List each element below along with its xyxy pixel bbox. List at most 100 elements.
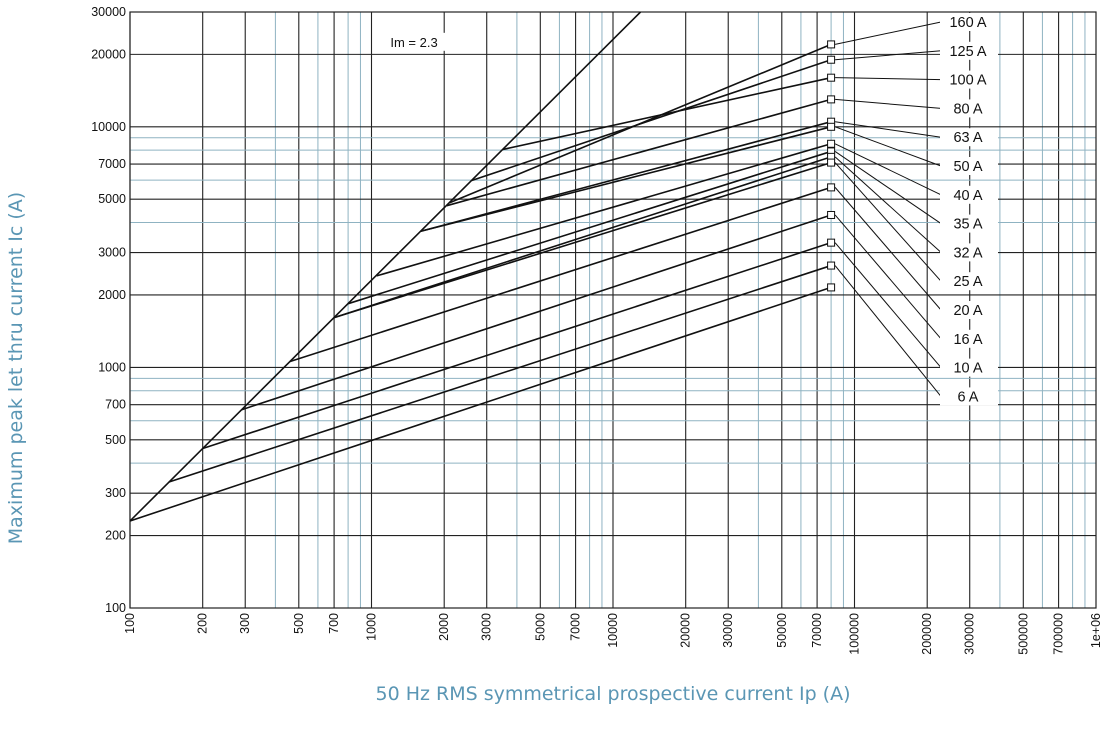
series-end-marker <box>827 238 836 247</box>
series-end-marker <box>827 261 836 270</box>
y-tick-labels: 100 200 300 500 700 1000 2000 3000 5000 7000 10000… <box>91 5 126 615</box>
x-tick-label: 50000 <box>775 613 789 648</box>
series-line <box>289 186 832 363</box>
series-label: 20 A <box>953 303 982 319</box>
series-label: 125 A <box>949 44 986 60</box>
series-end-marker <box>827 283 836 292</box>
y-tick-label: 7000 <box>98 157 126 171</box>
x-tick-label: 300 <box>238 613 252 634</box>
im-annotation: Im = 2.3 <box>390 35 437 50</box>
y-tick-label: 300 <box>105 486 126 500</box>
label-bg <box>940 70 998 89</box>
label-bg <box>940 387 998 406</box>
series-label: 80 A <box>953 101 982 117</box>
y-tick-label: 500 <box>105 433 126 447</box>
series-line <box>241 214 832 411</box>
label-bg <box>940 185 998 204</box>
plot-frame <box>129 11 1097 609</box>
series-line <box>446 98 832 207</box>
series-line <box>333 156 832 319</box>
x-tick-label: 700000 <box>1052 613 1066 655</box>
series-end-marker <box>827 40 836 49</box>
label-leader <box>835 121 942 138</box>
series-end-marker <box>827 158 836 167</box>
label-leader <box>834 21 942 45</box>
y-tick-label: 20000 <box>91 47 126 61</box>
series-label: 63 A <box>953 130 982 146</box>
y-tick-label: 200 <box>105 529 126 543</box>
series-end-marker <box>827 210 836 219</box>
cutoff-line <box>130 12 642 522</box>
label-bg <box>940 214 998 233</box>
series-line <box>376 143 832 277</box>
series-label: 6 A <box>958 389 979 405</box>
im-annotation-bg <box>376 32 453 51</box>
series-end-marker <box>827 73 836 82</box>
series-line <box>420 120 832 233</box>
x-tick-label: 1000 <box>365 613 379 641</box>
y-tick-label: 10000 <box>91 120 126 134</box>
series-line <box>333 161 832 319</box>
series-label: 50 A <box>953 159 982 175</box>
y-tick-label: 3000 <box>98 246 126 260</box>
label-bg <box>940 128 998 147</box>
x-tick-label: 100000 <box>848 613 862 655</box>
series-line <box>202 241 832 450</box>
x-tick-label: 1e+06 <box>1089 613 1101 648</box>
y-tick-label: 2000 <box>98 288 126 302</box>
x-tick-label: 200000 <box>920 613 934 655</box>
x-tick-label: 700 <box>327 613 341 634</box>
series-end-marker <box>827 122 836 131</box>
x-tick-label: 3000 <box>480 613 494 641</box>
x-tick-label: 2000 <box>437 613 451 641</box>
series-line <box>347 150 832 305</box>
label-leader <box>834 162 942 282</box>
x-tick-label: 5000 <box>533 613 547 641</box>
y-tick-label: 1000 <box>98 360 126 374</box>
series-label: 160 A <box>949 15 986 31</box>
x-tick-label: 30000 <box>721 613 735 648</box>
label-leader <box>835 98 942 109</box>
label-leader <box>834 265 942 397</box>
x-tick-label: 200 <box>196 613 210 634</box>
series-label: 35 A <box>953 217 982 233</box>
y-axis-label: Maximum peak let thru current Ic (A) <box>5 191 27 545</box>
y-tick-label: 100 <box>105 601 126 615</box>
label-bg <box>940 41 998 60</box>
x-tick-label: 500000 <box>1016 613 1030 655</box>
x-tick-label: 300000 <box>963 613 977 655</box>
label-bg <box>940 272 998 291</box>
label-bg <box>940 243 998 262</box>
series-label: 16 A <box>953 332 982 348</box>
y-tick-label: 30000 <box>91 5 126 19</box>
series-line <box>471 58 832 182</box>
x-axis-label: 50 Hz RMS symmetrical prospective curren… <box>375 683 851 705</box>
x-tick-label: 7000 <box>569 613 583 641</box>
series-label: 32 A <box>953 245 982 261</box>
label-leader <box>835 50 942 61</box>
label-leader <box>834 126 942 167</box>
series-labels: 160 A 125 A 100 A 80 A 63 A 50 A 40 A 35 A 32 A 2… <box>827 13 998 406</box>
series-end-marker <box>827 183 836 192</box>
label-bg <box>940 99 998 118</box>
label-bg <box>940 329 998 348</box>
label-bg <box>940 13 998 31</box>
label-leader <box>835 77 942 81</box>
series-line <box>420 126 832 233</box>
series-line <box>130 286 832 522</box>
y-tick-label: 5000 <box>98 192 126 206</box>
curves <box>130 12 832 522</box>
y-tick-label: 700 <box>105 398 126 412</box>
series-label: 10 A <box>953 361 982 377</box>
series-end-marker <box>827 139 836 148</box>
label-leader <box>834 151 942 225</box>
series-label: 40 A <box>953 188 982 204</box>
x-tick-label: 70000 <box>810 613 824 648</box>
label-bg <box>940 157 998 175</box>
series-label: 100 A <box>949 73 986 89</box>
x-tick-labels: 100 200 300 500 700 1000 2000 3000 5000 7000 10000… <box>123 613 1101 655</box>
series-label: 25 A <box>953 274 982 290</box>
series-end-marker <box>827 55 836 64</box>
label-leader <box>834 143 942 196</box>
